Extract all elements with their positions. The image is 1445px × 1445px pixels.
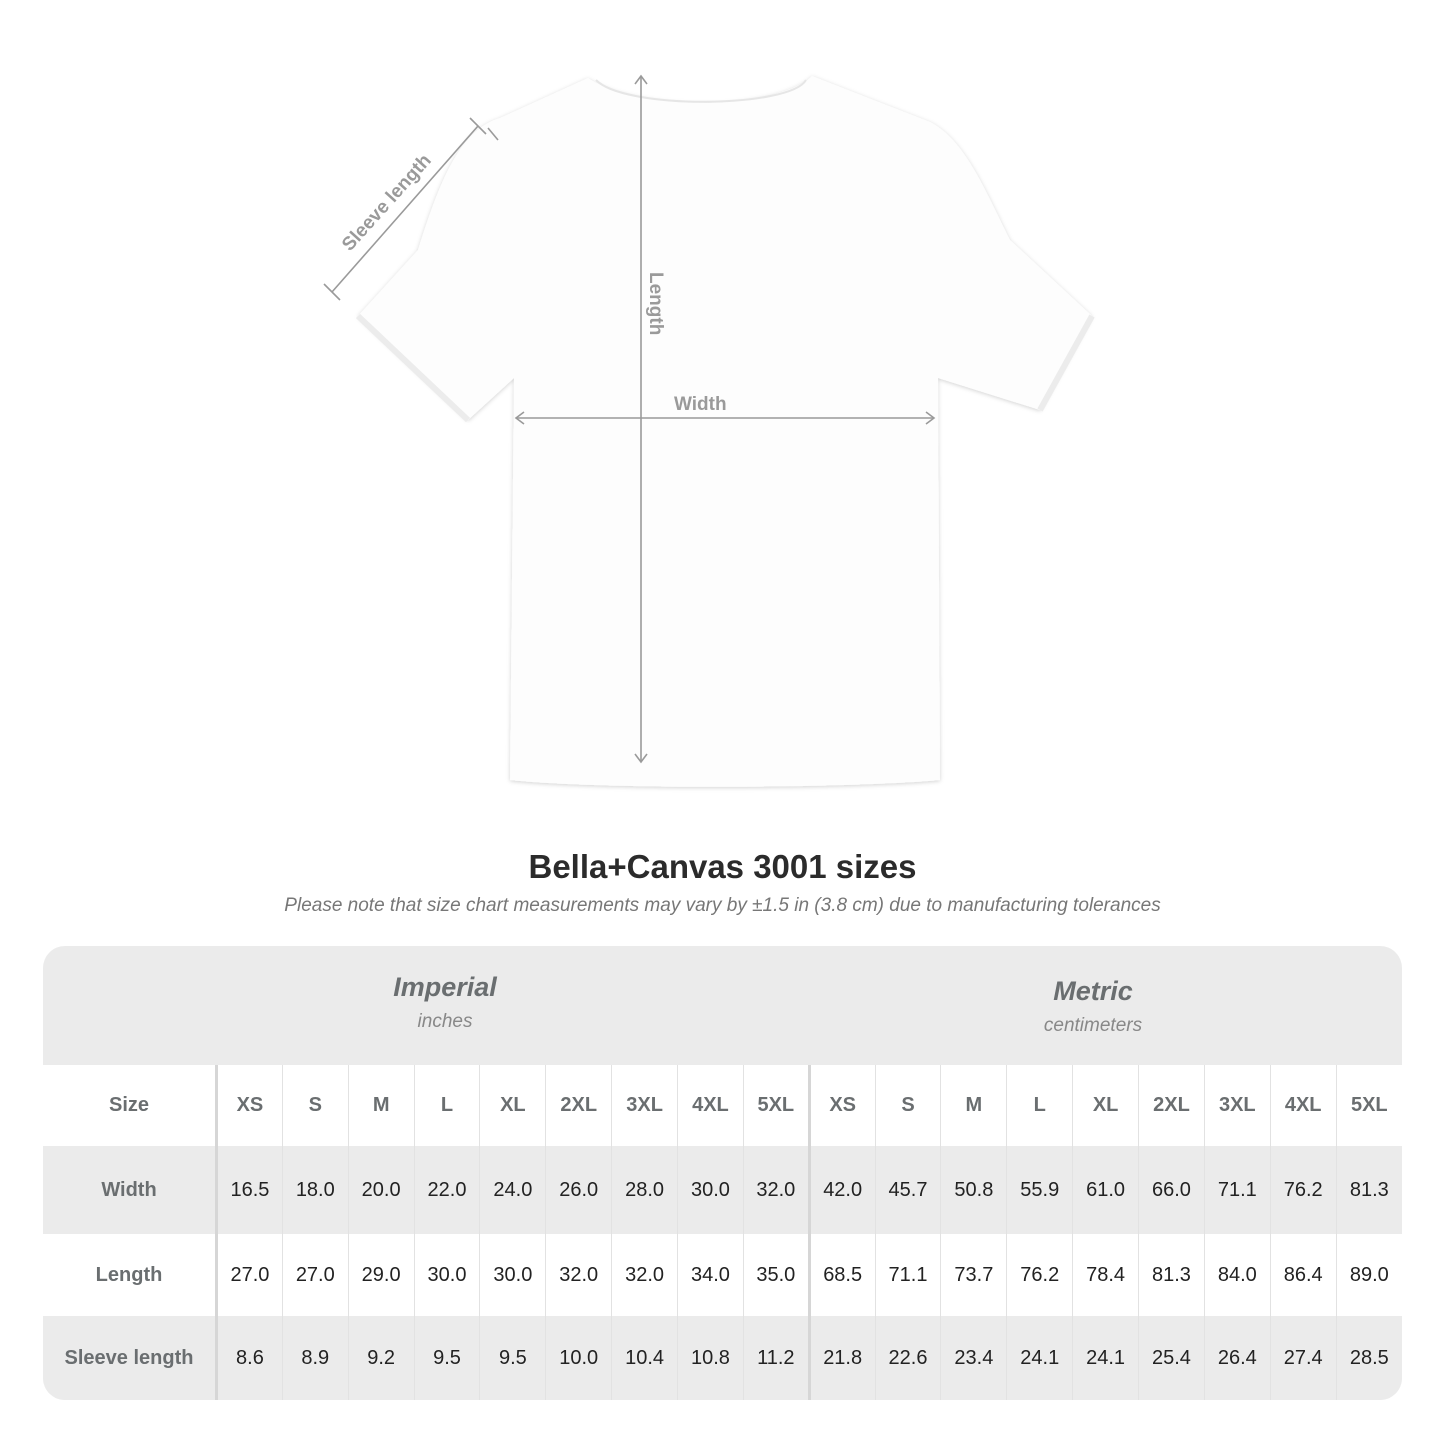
chart-title: Bella+Canvas 3001 sizes (528, 848, 917, 885)
size-header-row: Size XS S M L XL 2XL 3XL 4XL 5XL XS S M L XL 2XL 3XL 4XL 5… (43, 1065, 1402, 1146)
metric-value: 81.3 (1335, 1146, 1402, 1234)
imperial-value: 32.0 (611, 1234, 678, 1316)
metric-value: 84.0 (1203, 1234, 1271, 1316)
metric-size-xs: XS (807, 1065, 876, 1146)
metric-value: 28.5 (1335, 1316, 1402, 1400)
metric-size-xl: XL (1072, 1065, 1139, 1146)
imperial-value: 18.0 (281, 1146, 349, 1234)
size-header-label: Size (43, 1065, 218, 1146)
metric-value: 24.1 (1006, 1316, 1073, 1400)
imperial-size-xs: XS (216, 1065, 283, 1146)
metric-value: 23.4 (940, 1316, 1007, 1400)
metric-value: 76.2 (1006, 1234, 1073, 1316)
imperial-size-l: L (413, 1065, 480, 1146)
imperial-title: Imperial (393, 972, 497, 1002)
metric-size-s: S (874, 1065, 941, 1146)
imperial-value: 9.5 (413, 1316, 480, 1400)
imperial-value: 35.0 (742, 1234, 810, 1316)
metric-value: 55.9 (1006, 1146, 1073, 1234)
imperial-value: 8.6 (216, 1316, 283, 1400)
size-table-panel: Imperial inches Metric centimeters Size X… (43, 946, 1402, 1400)
imperial-value: 30.0 (677, 1146, 744, 1234)
row-label: Width (43, 1146, 218, 1234)
imperial-value: 30.0 (413, 1234, 480, 1316)
imperial-value: 29.0 (347, 1234, 415, 1316)
imperial-value: 20.0 (347, 1146, 415, 1234)
metric-value: 50.8 (940, 1146, 1007, 1234)
imperial-value: 9.2 (347, 1316, 415, 1400)
imperial-value: 26.0 (545, 1146, 612, 1234)
metric-size-l: L (1006, 1065, 1073, 1146)
imperial-size-4xl: 4XL (677, 1065, 744, 1146)
imperial-value: 30.0 (479, 1234, 546, 1316)
metric-value: 24.1 (1072, 1316, 1139, 1400)
imperial-value: 9.5 (479, 1316, 546, 1400)
imperial-value: 10.4 (611, 1316, 678, 1400)
imperial-size-m: M (347, 1065, 415, 1146)
imperial-value: 22.0 (413, 1146, 480, 1234)
metric-value: 66.0 (1138, 1146, 1205, 1234)
imperial-value: 24.0 (479, 1146, 546, 1234)
imperial-size-3xl: 3XL (611, 1065, 678, 1146)
metric-value: 21.8 (807, 1316, 876, 1400)
metric-value: 89.0 (1335, 1234, 1402, 1316)
imperial-value: 34.0 (677, 1234, 744, 1316)
imperial-value: 32.0 (742, 1146, 810, 1234)
table-row: Sleeve length 8.6 8.9 9.2 9.5 9.5 10.0 10.4 10.8… (43, 1316, 1402, 1400)
imperial-value: 27.0 (281, 1234, 349, 1316)
table-row: Length 27.0 27.0 29.0 30.0 30.0 32.0 32.0 34.0 35… (43, 1234, 1402, 1316)
table-row: Width 16.5 18.0 20.0 22.0 24.0 26.0 28.0 30.0 32.… (43, 1146, 1402, 1234)
metric-unit: centimeters (1043, 1015, 1143, 1036)
metric-size-4xl: 4XL (1269, 1065, 1337, 1146)
imperial-size-s: S (281, 1065, 349, 1146)
metric-size-5xl: 5XL (1335, 1065, 1402, 1146)
width-label: Width (674, 394, 727, 415)
size-table: Size XS S M L XL 2XL 3XL 4XL 5XL XS S M L XL 2XL 3XL 4XL 5… (43, 1065, 1402, 1400)
imperial-value: 28.0 (611, 1146, 678, 1234)
row-label: Length (43, 1234, 218, 1316)
metric-value: 76.2 (1269, 1146, 1337, 1234)
metric-title: Metric (1053, 976, 1133, 1006)
imperial-value: 16.5 (216, 1146, 283, 1234)
imperial-value: 10.8 (677, 1316, 744, 1400)
metric-value: 68.5 (807, 1234, 876, 1316)
metric-value: 27.4 (1269, 1316, 1337, 1400)
metric-value: 78.4 (1072, 1234, 1139, 1316)
length-label: Length (645, 272, 666, 335)
metric-value: 61.0 (1072, 1146, 1139, 1234)
tshirt-diagram: Sleeve length Length Width (323, 74, 1095, 787)
imperial-value: 27.0 (216, 1234, 283, 1316)
imperial-value: 32.0 (545, 1234, 612, 1316)
metric-value: 45.7 (874, 1146, 941, 1234)
imperial-header: Imperial inches (215, 946, 675, 1063)
metric-value: 71.1 (874, 1234, 941, 1316)
imperial-size-5xl: 5XL (742, 1065, 810, 1146)
metric-value: 81.3 (1138, 1234, 1205, 1316)
tshirt-shape (358, 76, 1092, 787)
imperial-value: 8.9 (281, 1316, 349, 1400)
metric-size-3xl: 3XL (1203, 1065, 1271, 1146)
row-label: Sleeve length (43, 1316, 218, 1400)
tolerance-note: Please note that size chart measurements… (284, 895, 1161, 916)
imperial-unit: inches (417, 1011, 473, 1032)
metric-size-2xl: 2XL (1138, 1065, 1205, 1146)
metric-value: 73.7 (940, 1234, 1007, 1316)
metric-value: 26.4 (1203, 1316, 1271, 1400)
metric-value: 22.6 (874, 1316, 941, 1400)
metric-value: 86.4 (1269, 1234, 1337, 1316)
imperial-value: 11.2 (742, 1316, 810, 1400)
metric-size-m: M (940, 1065, 1007, 1146)
imperial-size-2xl: 2XL (545, 1065, 612, 1146)
metric-header: Metric centimeters (863, 946, 1323, 1063)
sleeve-length-label: Sleeve length (338, 150, 436, 255)
metric-value: 42.0 (807, 1146, 876, 1234)
metric-value: 25.4 (1138, 1316, 1205, 1400)
metric-value: 71.1 (1203, 1146, 1271, 1234)
imperial-size-xl: XL (479, 1065, 546, 1146)
imperial-value: 10.0 (545, 1316, 612, 1400)
